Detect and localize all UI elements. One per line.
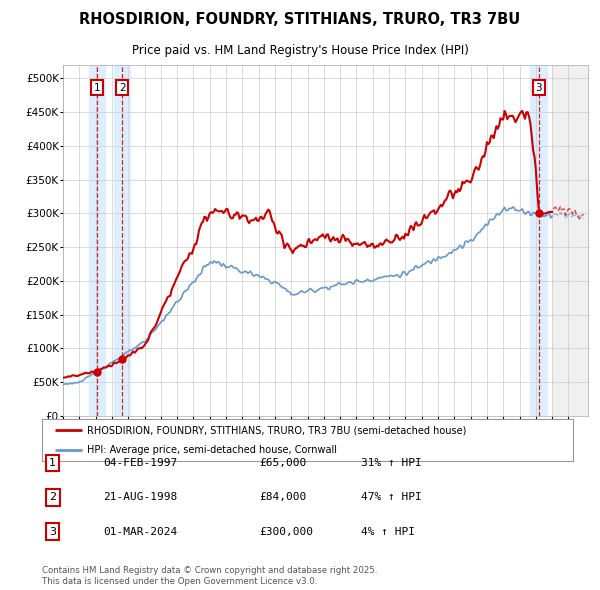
Text: HPI: Average price, semi-detached house, Cornwall: HPI: Average price, semi-detached house,… [87,445,337,455]
Bar [530,65,547,416]
Text: 31% ↑ HPI: 31% ↑ HPI [361,458,421,468]
Text: £300,000: £300,000 [260,527,314,536]
Text: 04-FEB-1997: 04-FEB-1997 [103,458,178,468]
Text: 3: 3 [535,83,542,93]
Text: RHOSDIRION, FOUNDRY, STITHIANS, TRURO, TR3 7BU (semi-detached house): RHOSDIRION, FOUNDRY, STITHIANS, TRURO, T… [87,425,467,435]
Text: 3: 3 [49,527,56,536]
Bar [552,65,588,416]
Text: £65,000: £65,000 [260,458,307,468]
Bar [114,65,130,416]
Text: RHOSDIRION, FOUNDRY, STITHIANS, TRURO, TR3 7BU: RHOSDIRION, FOUNDRY, STITHIANS, TRURO, T… [79,12,521,27]
Text: 21-AUG-1998: 21-AUG-1998 [103,493,178,502]
Text: 2: 2 [119,83,125,93]
Text: Price paid vs. HM Land Registry's House Price Index (HPI): Price paid vs. HM Land Registry's House … [131,44,469,57]
Text: 1: 1 [94,83,100,93]
Text: 4% ↑ HPI: 4% ↑ HPI [361,527,415,536]
Text: £84,000: £84,000 [260,493,307,502]
Bar [89,65,105,416]
Text: 01-MAR-2024: 01-MAR-2024 [103,527,178,536]
Text: 2: 2 [49,493,56,502]
Text: 47% ↑ HPI: 47% ↑ HPI [361,493,421,502]
Bar [552,65,588,416]
Text: Contains HM Land Registry data © Crown copyright and database right 2025.
This d: Contains HM Land Registry data © Crown c… [42,566,377,586]
Text: 1: 1 [49,458,56,468]
